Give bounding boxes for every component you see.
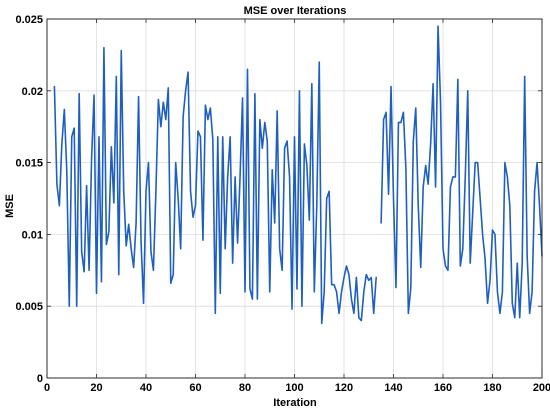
- x-tick-label: 200: [533, 382, 550, 394]
- y-axis: 0 0.005 0.01 0.015 0.02 0.025: [15, 14, 542, 385]
- x-tick-label: 120: [335, 382, 353, 394]
- y-tick-label: 0.01: [22, 229, 43, 241]
- y-tick-label: 0.015: [15, 158, 43, 170]
- y-tick-label: 0.005: [15, 301, 43, 313]
- x-tick-label: 60: [189, 382, 201, 394]
- x-axis: 0 20 40 60 80 100 120 140 160 180 200: [44, 19, 550, 394]
- mse-series-line-2: [380, 25, 543, 319]
- x-tick-label: 40: [140, 382, 152, 394]
- y-axis-label: MSE: [4, 194, 16, 218]
- x-tick-label: 180: [483, 382, 501, 394]
- x-axis-label: Iteration: [273, 397, 317, 409]
- x-tick-label: 140: [384, 382, 402, 394]
- series-layer: [53, 25, 543, 325]
- y-tick-label: 0: [37, 373, 43, 385]
- x-tick-label: 0: [44, 382, 50, 394]
- x-tick-label: 20: [90, 382, 102, 394]
- chart-title: MSE over Iterations: [244, 5, 347, 17]
- x-tick-label: 160: [434, 382, 452, 394]
- y-tick-label: 0.02: [22, 86, 43, 98]
- y-tick-label: 0.025: [15, 14, 43, 26]
- mse-series-line-1: [53, 46, 377, 325]
- x-tick-label: 100: [285, 382, 303, 394]
- x-tick-label: 80: [239, 382, 251, 394]
